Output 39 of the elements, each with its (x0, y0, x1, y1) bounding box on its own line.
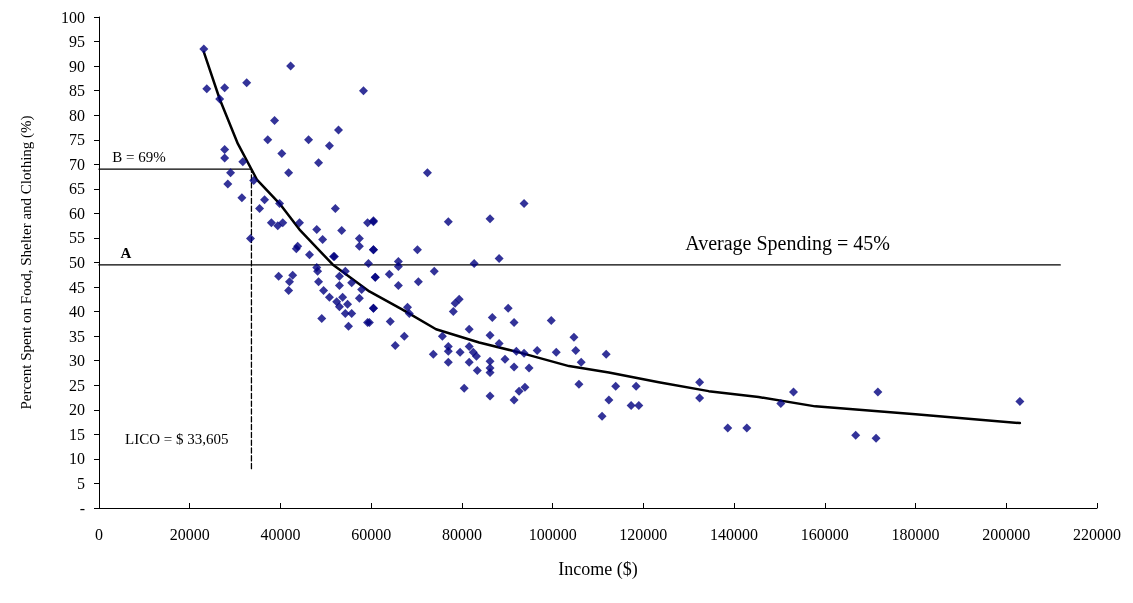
y-tick-label: 25 (69, 376, 85, 394)
x-tick-label: 80000 (441, 525, 482, 543)
x-tick-label: 180000 (891, 525, 940, 543)
x-tick-label: 160000 (800, 525, 849, 543)
x-tick-label: 120000 (619, 525, 668, 543)
y-tick-label: 95 (69, 33, 85, 51)
x-tick-label: 0 (95, 525, 103, 543)
y-tick-label: 35 (69, 327, 85, 345)
y-tick-label: 15 (69, 425, 85, 443)
annotation: Average Spending = 45% (685, 231, 890, 255)
y-tick-label: 70 (69, 155, 85, 173)
x-tick-label: 20000 (169, 525, 210, 543)
x-tick-label: 40000 (260, 525, 301, 543)
y-tick-label: - (79, 499, 85, 517)
x-tick-label: 200000 (982, 525, 1031, 543)
x-tick-label: 100000 (528, 525, 577, 543)
y-tick-label: 5 (77, 474, 85, 492)
y-axis-title: Percent Spent on Food, Shelter and Clothing (%) (17, 115, 35, 410)
y-tick-label: 40 (69, 303, 85, 321)
y-tick-label: 100 (61, 8, 85, 26)
x-axis-title: Income ($) (558, 559, 638, 580)
y-tick-label: 10 (69, 450, 85, 468)
x-tick-label: 140000 (710, 525, 759, 543)
y-tick-label: 90 (69, 57, 85, 75)
y-tick-label: 30 (69, 352, 85, 370)
y-tick-label: 60 (69, 204, 85, 222)
y-tick-label: 55 (69, 229, 85, 247)
annotation: B = 69% (112, 148, 166, 165)
y-tick-label: 80 (69, 106, 85, 124)
x-tick-label: 60000 (351, 525, 392, 543)
y-tick-label: 85 (69, 82, 85, 100)
y-tick-label: 45 (69, 278, 85, 296)
annotation: LICO = $ 33,605 (125, 431, 229, 448)
y-tick-label: 65 (69, 180, 85, 198)
x-tick-label: 220000 (1073, 525, 1121, 543)
annotation: A (120, 244, 132, 261)
y-tick-label: 20 (69, 401, 85, 419)
y-tick-label: 75 (69, 131, 85, 149)
y-tick-label: 50 (69, 254, 85, 271)
